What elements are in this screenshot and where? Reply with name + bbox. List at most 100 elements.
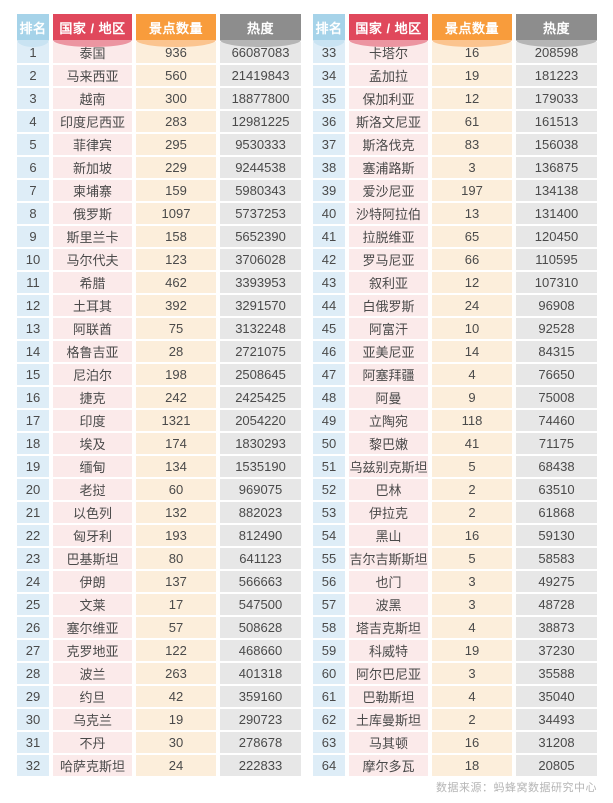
- rank-cell: 31: [17, 732, 49, 753]
- count-cell: 295: [136, 134, 216, 155]
- column-header-rank: 排名: [17, 14, 49, 47]
- count-cell: 3: [432, 594, 512, 615]
- rank-cell: 63: [313, 732, 345, 753]
- country-cell: 匈牙利: [53, 525, 132, 546]
- heat-cell: 38873: [516, 617, 597, 638]
- column-header-country: 国家 / 地区: [349, 14, 428, 47]
- country-cell: 乌克兰: [53, 709, 132, 730]
- country-cell: 格鲁吉亚: [53, 341, 132, 362]
- country-cell: 罗马尼亚: [349, 249, 428, 270]
- heat-cell: 359160: [220, 686, 301, 707]
- count-cell: 57: [136, 617, 216, 638]
- country-cell: 保加利亚: [349, 88, 428, 109]
- country-cell: 塞尔维亚: [53, 617, 132, 638]
- rank-cell: 64: [313, 755, 345, 776]
- rank-cell: 33: [313, 42, 345, 63]
- heat-cell: 71175: [516, 433, 597, 454]
- data-source-note: 数据来源：蚂蜂窝数据研究中心: [436, 782, 597, 794]
- rank-cell: 58: [313, 617, 345, 638]
- count-cell: 19: [432, 65, 512, 86]
- heat-cell: 136875: [516, 157, 597, 178]
- count-cell: 1097: [136, 203, 216, 224]
- header-ribbon-curve: [136, 40, 216, 47]
- heat-cell: 5652390: [220, 226, 301, 247]
- country-cell: 黑山: [349, 525, 428, 546]
- rank-cell: 19: [17, 456, 49, 477]
- rank-cell: 14: [17, 341, 49, 362]
- country-cell: 老挝: [53, 479, 132, 500]
- rank-cell: 10: [17, 249, 49, 270]
- heat-cell: 9244538: [220, 157, 301, 178]
- rank-cell: 54: [313, 525, 345, 546]
- count-cell: 28: [136, 341, 216, 362]
- count-cell: 17: [136, 594, 216, 615]
- count-cell: 24: [136, 755, 216, 776]
- country-cell: 埃及: [53, 433, 132, 454]
- heat-cell: 5737253: [220, 203, 301, 224]
- heat-cell: 2721075: [220, 341, 301, 362]
- heat-cell: 5980343: [220, 180, 301, 201]
- heat-cell: 969075: [220, 479, 301, 500]
- rank-cell: 11: [17, 272, 49, 293]
- rank-cell: 34: [313, 65, 345, 86]
- heat-cell: 34493: [516, 709, 597, 730]
- rank-cell: 20: [17, 479, 49, 500]
- heat-cell: 278678: [220, 732, 301, 753]
- rank-cell: 42: [313, 249, 345, 270]
- heat-cell: 1535190: [220, 456, 301, 477]
- heat-cell: 63510: [516, 479, 597, 500]
- heat-cell: 131400: [516, 203, 597, 224]
- heat-cell: 3291570: [220, 295, 301, 316]
- country-cell: 科威特: [349, 640, 428, 661]
- count-cell: 13: [432, 203, 512, 224]
- rank-cell: 5: [17, 134, 49, 155]
- heat-cell: 37230: [516, 640, 597, 661]
- count-cell: 10: [432, 318, 512, 339]
- country-cell: 吉尔吉斯斯坦: [349, 548, 428, 569]
- heat-cell: 161513: [516, 111, 597, 132]
- count-cell: 12: [432, 88, 512, 109]
- count-cell: 30: [136, 732, 216, 753]
- count-cell: 392: [136, 295, 216, 316]
- rank-cell: 32: [17, 755, 49, 776]
- rank-cell: 21: [17, 502, 49, 523]
- country-cell: 文莱: [53, 594, 132, 615]
- country-cell: 乌兹别克斯坦: [349, 456, 428, 477]
- country-cell: 爱沙尼亚: [349, 180, 428, 201]
- heat-cell: 134138: [516, 180, 597, 201]
- heat-cell: 61868: [516, 502, 597, 523]
- heat-cell: 59130: [516, 525, 597, 546]
- rank-cell: 56: [313, 571, 345, 592]
- country-cell: 马来西亚: [53, 65, 132, 86]
- heat-cell: 49275: [516, 571, 597, 592]
- rank-cell: 4: [17, 111, 49, 132]
- count-cell: 137: [136, 571, 216, 592]
- country-cell: 伊朗: [53, 571, 132, 592]
- rank-cell: 43: [313, 272, 345, 293]
- rank-cell: 26: [17, 617, 49, 638]
- heat-cell: 2508645: [220, 364, 301, 385]
- country-cell: 阿富汗: [349, 318, 428, 339]
- country-cell: 尼泊尔: [53, 364, 132, 385]
- rank-cell: 62: [313, 709, 345, 730]
- header-ribbon-curve: [17, 40, 49, 47]
- rank-cell: 47: [313, 364, 345, 385]
- country-cell: 塔吉克斯坦: [349, 617, 428, 638]
- rank-cell: 23: [17, 548, 49, 569]
- count-cell: 61: [432, 111, 512, 132]
- count-cell: 12: [432, 272, 512, 293]
- column-header-heat: 热度: [516, 14, 597, 47]
- heat-cell: 96908: [516, 295, 597, 316]
- country-cell: 也门: [349, 571, 428, 592]
- heat-cell: 3706028: [220, 249, 301, 270]
- country-cell: 巴勒斯坦: [349, 686, 428, 707]
- rank-cell: 46: [313, 341, 345, 362]
- heat-cell: 12981225: [220, 111, 301, 132]
- rank-cell: 9: [17, 226, 49, 247]
- rank-cell: 60: [313, 663, 345, 684]
- rank-cell: 49: [313, 410, 345, 431]
- rank-cell: 37: [313, 134, 345, 155]
- count-cell: 3: [432, 571, 512, 592]
- heat-cell: 222833: [220, 755, 301, 776]
- count-cell: 229: [136, 157, 216, 178]
